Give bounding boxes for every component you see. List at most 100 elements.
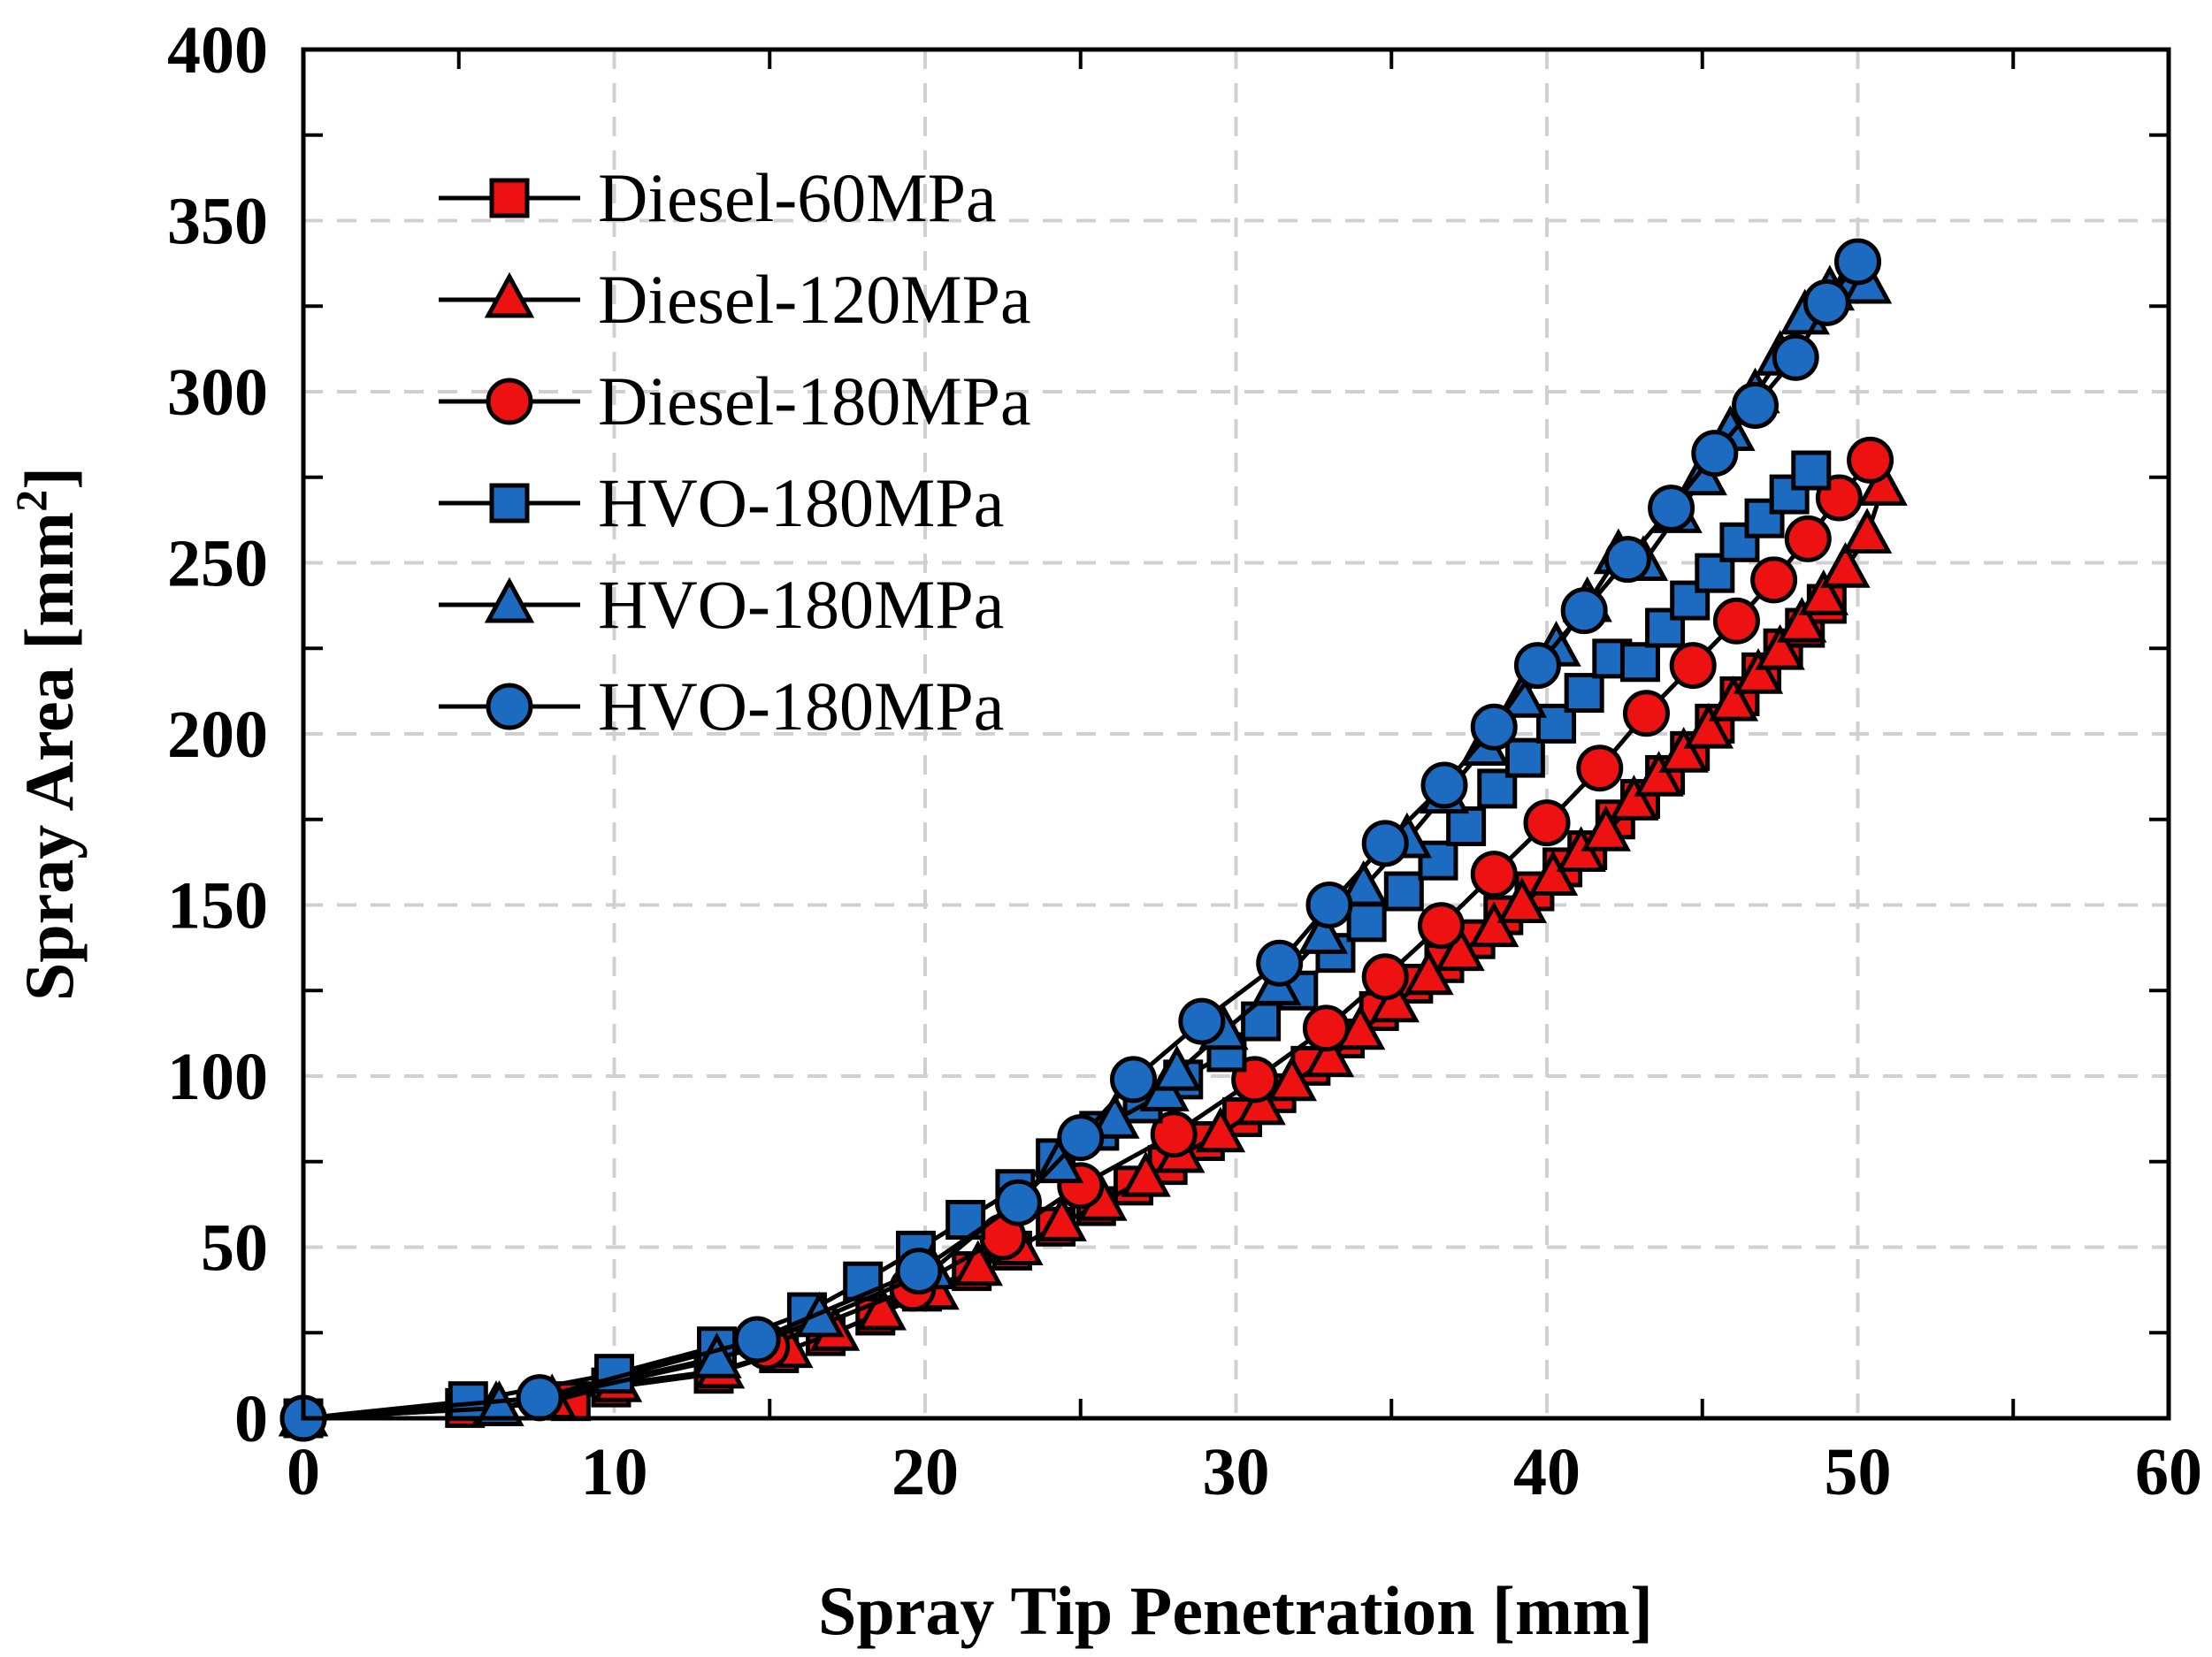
y-tick-label: 200 [167, 698, 268, 772]
data-point [1418, 840, 1458, 881]
y-axis-title: Spray Area [mm2] [6, 467, 88, 1001]
data-point [1619, 642, 1660, 683]
series-6 [279, 238, 1881, 1442]
data-point [692, 1332, 742, 1378]
legend-label: HVO-180MPa [598, 566, 1004, 643]
data-point [1695, 553, 1735, 593]
grid-lines [303, 50, 2169, 1418]
data-point [1469, 901, 1519, 948]
legend-item: HVO-180MPa [439, 566, 1004, 643]
data-point [1750, 556, 1798, 604]
data-point [1435, 925, 1485, 972]
legend-marker [484, 271, 535, 318]
data-point [1847, 436, 1894, 484]
data-point [1404, 949, 1454, 996]
y-tick-label: 0 [234, 1382, 268, 1456]
y-tick-label: 350 [167, 185, 268, 259]
x-tick-label: 30 [1203, 1435, 1270, 1509]
data-point [1150, 1111, 1198, 1158]
legend-marker [484, 577, 535, 623]
data-point [1037, 1195, 1087, 1241]
data-point [1090, 1093, 1140, 1139]
minor-ticks [303, 50, 2169, 1418]
data-point [1338, 859, 1389, 906]
y-axis-title-superscript: 2 [6, 490, 56, 512]
data-point [1732, 381, 1780, 429]
data-point [1798, 569, 1849, 615]
data-point [1733, 647, 1784, 694]
data-point [1527, 850, 1579, 897]
data-point [1361, 953, 1409, 1001]
data-point [1236, 1079, 1286, 1126]
data-point [1297, 908, 1349, 954]
legend-item: Diesel-180MPa [439, 363, 1031, 439]
data-point [733, 1316, 781, 1363]
data-point [1691, 430, 1739, 477]
data-point [1369, 976, 1420, 1023]
x-tick-labels: 0 10 20 30 40 50 60 [287, 1435, 2202, 1509]
y-tick-label: 50 [201, 1211, 268, 1286]
data-point [1496, 877, 1548, 923]
data-point [1581, 806, 1631, 851]
data-point [1834, 238, 1881, 286]
data-point [1267, 1055, 1317, 1102]
data-point [856, 1284, 907, 1331]
data-point [1791, 450, 1832, 491]
data-point [895, 1248, 943, 1295]
data-point [1504, 737, 1545, 778]
y-tick-label: 300 [167, 355, 268, 430]
data-point [1755, 623, 1805, 670]
legend-marker [489, 178, 530, 218]
data-point [1683, 702, 1734, 749]
y-tick-label: 150 [167, 869, 268, 943]
data-point [1420, 761, 1468, 809]
data-point [1604, 536, 1651, 584]
data-point [1446, 806, 1487, 846]
data-point [1178, 997, 1226, 1045]
data-point [1712, 597, 1760, 645]
data-point [1777, 596, 1827, 643]
data-point [474, 1380, 524, 1426]
legend-label: Diesel-60MPa [598, 159, 997, 236]
legend-label: Diesel-120MPa [598, 261, 1031, 338]
data-point [1152, 1044, 1202, 1091]
y-tick-labels: 0 50 100 150 200 250 300 350 400 [167, 13, 268, 1456]
data-point [1803, 279, 1850, 326]
data-point [1346, 902, 1387, 943]
x-tick-label: 50 [1825, 1435, 1892, 1509]
data-point [1304, 1031, 1355, 1078]
data-point [1302, 1004, 1350, 1052]
data-point [1609, 775, 1659, 821]
data-point [1634, 751, 1684, 797]
data-point [1622, 690, 1670, 737]
legend-label: HVO-180MPa [598, 668, 1004, 745]
data-point [1669, 642, 1717, 690]
data-point [1564, 673, 1604, 714]
data-point [1383, 871, 1424, 912]
series-line [302, 602, 1829, 1421]
legend-label: Diesel-180MPa [598, 363, 1031, 439]
legend-item: Diesel-60MPa [439, 159, 997, 236]
series-5 [278, 257, 1893, 1437]
legend-marker [486, 378, 533, 425]
data-point [1256, 939, 1304, 987]
y-tick-label: 250 [167, 527, 268, 601]
y-axis-title-main: Spray Area [mm [11, 512, 88, 1001]
data-point [1670, 580, 1711, 621]
data-point [1470, 851, 1518, 898]
x-tick-label: 0 [287, 1435, 320, 1509]
data-point [1513, 642, 1561, 690]
legend-label: HVO-180MPa [598, 464, 1004, 541]
data-point [1195, 1106, 1246, 1153]
data-point [1523, 799, 1571, 847]
legend-item: HVO-180MPa [439, 464, 1004, 541]
plot-frame [301, 47, 2171, 1421]
data-point [1857, 460, 1908, 506]
data-point [1772, 333, 1819, 381]
data-point [1417, 902, 1465, 950]
legend-marker [486, 683, 533, 730]
data-point [1784, 515, 1832, 562]
data-point [1560, 587, 1608, 635]
data-point [1658, 726, 1709, 773]
